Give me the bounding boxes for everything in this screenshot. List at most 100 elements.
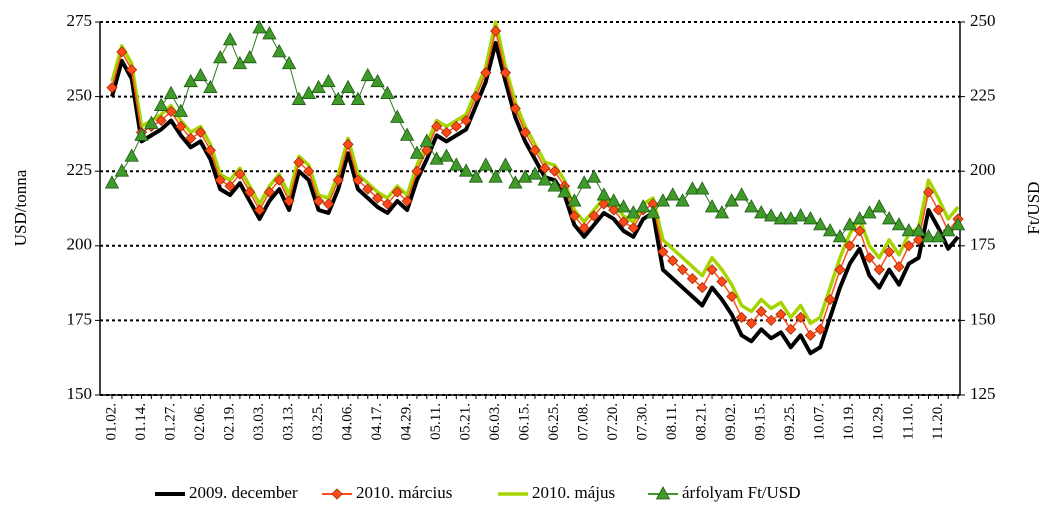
x-tick-label: 02.19. xyxy=(221,403,237,441)
triangle-marker xyxy=(331,91,346,105)
diamond-marker xyxy=(293,156,305,168)
y-tick-label: 250 xyxy=(67,86,93,105)
triangle-marker xyxy=(704,199,720,213)
diamond-marker xyxy=(450,120,462,133)
triangle-marker xyxy=(439,148,454,162)
diamond-marker xyxy=(736,311,748,323)
x-tick-label: 09.02. xyxy=(723,403,739,441)
triangle-marker xyxy=(645,205,661,219)
triangle-marker xyxy=(272,44,287,58)
y-tick-label: 200 xyxy=(67,235,93,254)
x-tick-label: 04.06. xyxy=(340,403,356,441)
triangle-marker xyxy=(144,115,159,129)
x-tick-label: 05.21. xyxy=(458,403,474,441)
triangle-marker xyxy=(124,148,139,162)
triangle-marker xyxy=(488,169,503,183)
x-tick-label: 11.10. xyxy=(900,403,916,440)
legend-label: árfolyam Ft/USD xyxy=(682,483,801,502)
diamond-marker xyxy=(421,144,433,156)
triangle-marker xyxy=(527,166,543,180)
diamond-marker xyxy=(116,46,128,58)
diamond-marker xyxy=(499,67,512,79)
triangle-marker xyxy=(163,85,179,100)
x-tick-label: 10.19. xyxy=(841,403,857,441)
triangle-marker xyxy=(695,181,710,195)
diamond-marker xyxy=(755,305,767,318)
triangle-marker xyxy=(350,91,366,105)
diamond-marker xyxy=(509,102,521,115)
triangle-marker xyxy=(478,157,493,171)
triangle-marker xyxy=(340,79,356,94)
diamond-marker xyxy=(313,195,325,207)
y2-tick-label: 125 xyxy=(970,384,996,403)
triangle-marker xyxy=(321,73,336,88)
x-tick-label: 07.30. xyxy=(635,403,651,441)
diamond-marker xyxy=(873,264,885,276)
triangle-marker xyxy=(547,178,562,192)
triangle-marker xyxy=(911,223,926,237)
diamond-marker xyxy=(676,264,689,276)
diamond-marker xyxy=(588,210,600,222)
x-tick-label: 10.29. xyxy=(871,403,887,441)
diamond-marker xyxy=(568,210,580,222)
diamond-marker xyxy=(932,204,944,216)
y2-axis-label: Ft/USD xyxy=(1024,182,1043,235)
diamond-marker xyxy=(244,186,256,198)
diamond-marker xyxy=(804,329,817,341)
triangle-marker xyxy=(242,49,257,64)
triangle-marker xyxy=(685,181,700,195)
diamond-marker xyxy=(706,264,718,276)
triangle-marker xyxy=(213,49,228,64)
x-tick-label: 03.25. xyxy=(310,403,326,441)
diamond-marker xyxy=(263,186,275,198)
triangle-marker xyxy=(370,73,385,88)
legend-label: 2010. május xyxy=(532,483,615,502)
triangle-marker xyxy=(390,109,405,123)
triangle-marker xyxy=(891,217,907,231)
diamond-marker xyxy=(204,144,216,156)
triangle-marker xyxy=(822,223,838,237)
y-axis-label: USD/tonna xyxy=(11,169,30,246)
y2-tick-label: 175 xyxy=(970,235,996,254)
diamond-marker xyxy=(342,138,354,150)
triangle-marker xyxy=(950,217,966,231)
triangle-marker xyxy=(921,229,936,243)
triangle-marker xyxy=(813,217,828,231)
triangle-marker xyxy=(881,211,897,225)
x-tick-label: 01.02. xyxy=(103,403,119,441)
triangle-marker xyxy=(744,199,759,213)
diamond-marker xyxy=(775,308,787,320)
x-tick-label: 09.25. xyxy=(782,403,798,441)
y-tick-label: 150 xyxy=(67,384,93,403)
diamond-marker xyxy=(696,282,708,294)
x-tick-label: 08.11. xyxy=(664,403,680,440)
x-tick-label: 02.06. xyxy=(192,403,208,441)
x-tick-label: 04.29. xyxy=(399,403,415,441)
triangle-marker xyxy=(222,32,238,46)
triangle-marker xyxy=(665,187,680,201)
diamond-marker xyxy=(667,255,679,267)
triangle-marker xyxy=(281,55,297,70)
x-tick-label: 10.07. xyxy=(812,403,828,441)
diamond-marker xyxy=(844,240,856,252)
diamond-marker xyxy=(490,25,502,37)
x-tick-label: 07.20. xyxy=(605,403,621,441)
triangle-marker xyxy=(596,187,612,201)
triangle-marker xyxy=(537,172,553,186)
triangle-marker xyxy=(714,205,730,219)
triangle-marker xyxy=(104,175,120,189)
triangle-marker xyxy=(655,486,671,500)
triangle-marker xyxy=(606,193,621,207)
legend-label: 2009. december xyxy=(189,483,298,502)
diamond-marker xyxy=(578,222,590,234)
diamond-marker xyxy=(795,311,807,323)
triangle-marker xyxy=(734,187,749,201)
triangle-marker xyxy=(203,79,218,94)
diamond-marker xyxy=(883,246,895,258)
triangle-marker xyxy=(636,199,651,213)
diamond-marker xyxy=(431,120,443,133)
triangle-marker xyxy=(675,193,690,207)
diamond-marker xyxy=(745,317,757,329)
triangle-marker xyxy=(773,211,789,225)
diamond-marker xyxy=(608,204,620,216)
